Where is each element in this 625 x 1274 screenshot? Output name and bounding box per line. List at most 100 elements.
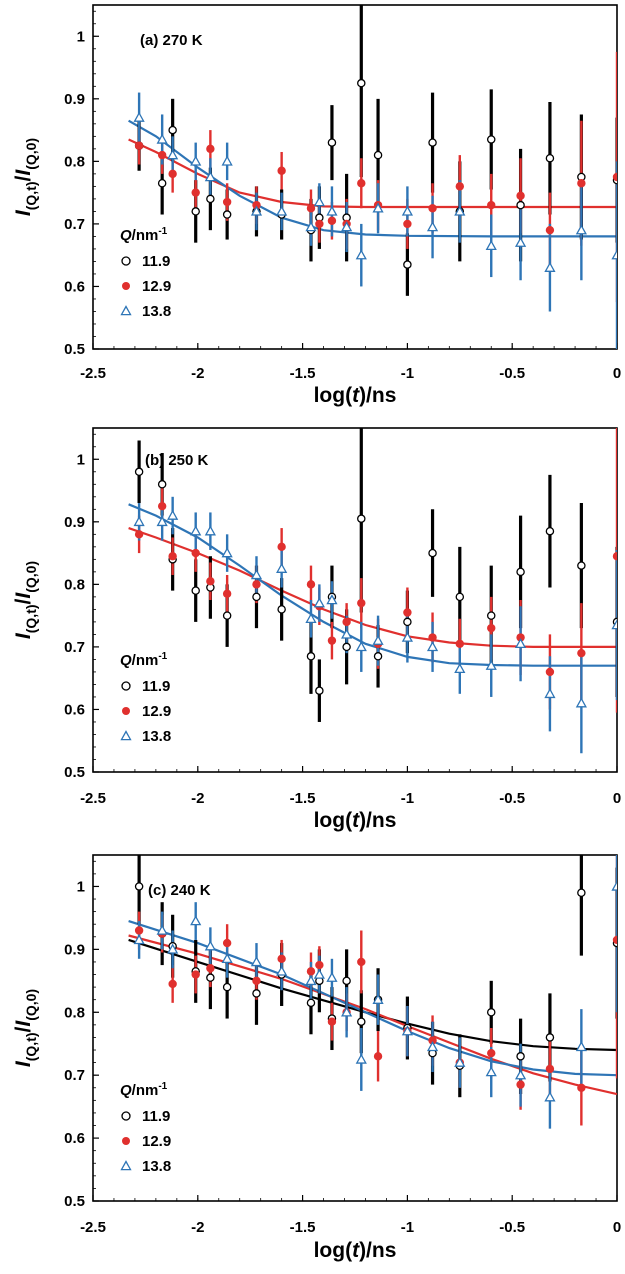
legend: Q/nm-1 11.9 12.9 13.8 <box>120 1081 171 1175</box>
data-point-13.8 <box>426 641 439 652</box>
data-point-12.9 <box>315 960 324 970</box>
data-point-11.9 <box>206 194 215 204</box>
legend-marker <box>120 1160 132 1171</box>
y-axis-label: I(Q,t)/I(Q,0) <box>12 138 39 216</box>
data-point-12.9 <box>206 964 215 973</box>
data-point-13.8 <box>190 915 202 926</box>
data-point-11.9 <box>516 1052 525 1061</box>
data-point-12.9 <box>134 530 144 539</box>
data-point-12.9 <box>222 197 232 207</box>
data-point-13.8 <box>250 205 263 216</box>
data-point-13.8 <box>575 224 587 235</box>
data-point-12.9 <box>252 580 261 589</box>
data-point-11.9 <box>403 617 412 627</box>
data-point-12.9 <box>455 639 464 648</box>
data-point-13.8 <box>305 221 317 232</box>
data-point-13.8 <box>544 1091 556 1102</box>
x-axis-label: log(t)/ns <box>314 1239 397 1262</box>
x-tick-label: -1 <box>401 790 414 807</box>
fit-curve-13.8 <box>128 119 617 238</box>
data-point-13.8 <box>133 111 145 122</box>
data-point-12.9 <box>516 1080 525 1089</box>
plot-frame <box>92 427 618 773</box>
legend-marker <box>121 681 131 691</box>
data-point-12.9 <box>306 204 316 213</box>
data-point-11.9 <box>455 592 465 602</box>
data-point-13.8 <box>221 547 233 558</box>
data-point-13.8 <box>313 968 325 979</box>
x-tick-label: 0 <box>613 1219 621 1236</box>
data-point-13.8 <box>401 631 414 642</box>
fit-curve-12.9 <box>128 138 617 209</box>
data-point-12.9 <box>277 542 286 552</box>
data-point-12.9 <box>277 954 286 963</box>
data-point-12.9 <box>222 938 232 948</box>
data-point-12.9 <box>577 179 586 188</box>
legend-label: 13.8 <box>142 1158 171 1175</box>
data-point-12.9 <box>487 1048 496 1058</box>
legend-title: Q/nm-1 <box>120 651 168 669</box>
data-point-13.8 <box>276 965 288 976</box>
data-point-13.8 <box>514 236 527 247</box>
data-point-12.9 <box>487 623 496 633</box>
fit-curve-13.8 <box>128 503 617 667</box>
x-tick-label: -2 <box>191 790 204 807</box>
y-tick-label: 0.5 <box>64 1193 85 1210</box>
y-tick-label: 0.5 <box>64 341 85 358</box>
data-point-11.9 <box>327 138 337 147</box>
data-point-11.9 <box>545 153 555 163</box>
x-tick-label: -2 <box>191 365 204 382</box>
data-point-11.9 <box>545 526 555 536</box>
x-tick-label: -2 <box>191 1219 204 1236</box>
data-point-11.9 <box>516 200 525 210</box>
y-axis-label: I(Q,t)/I(Q,0) <box>12 561 39 639</box>
data-point-13.8 <box>167 509 179 520</box>
data-point-11.9 <box>222 611 232 620</box>
data-point-12.9 <box>277 166 286 175</box>
data-point-11.9 <box>428 548 437 558</box>
data-point-13.8 <box>454 1056 466 1067</box>
data-point-11.9 <box>373 150 383 160</box>
data-point-13.8 <box>156 133 168 144</box>
data-point-11.9 <box>428 138 437 147</box>
data-point-11.9 <box>191 207 200 216</box>
data-point-13.8 <box>401 205 414 216</box>
y-tick-label: 0.8 <box>64 1004 85 1021</box>
y-tick-label: 0.6 <box>64 701 85 718</box>
data-point-12.9 <box>168 169 177 179</box>
data-point-13.8 <box>221 155 233 166</box>
data-point-11.9 <box>134 882 144 891</box>
y-tick-label: 1 <box>77 451 85 468</box>
data-point-11.9 <box>168 125 177 135</box>
y-tick-label: 0.9 <box>64 514 85 531</box>
data-point-13.8 <box>190 155 202 166</box>
data-point-11.9 <box>373 652 383 661</box>
fit-curve-11.9 <box>128 938 617 1052</box>
data-point-13.8 <box>611 619 617 630</box>
data-point-12.9 <box>191 548 200 558</box>
legend: Q/nm-1 11.9 12.9 13.8 <box>120 226 171 320</box>
plot-area <box>128 5 617 349</box>
data-point-11.9 <box>486 135 496 144</box>
data-point-11.9 <box>191 586 200 595</box>
data-point-12.9 <box>206 577 215 586</box>
data-point-11.9 <box>516 567 525 577</box>
data-point-13.8 <box>544 687 556 699</box>
data-point-13.8 <box>575 1041 587 1052</box>
data-point-13.8 <box>341 221 353 232</box>
data-point-12.9 <box>306 580 316 589</box>
data-point-11.9 <box>306 652 316 661</box>
data-point-13.8 <box>167 943 179 954</box>
data-point-13.8 <box>133 934 145 945</box>
legend-label: 13.8 <box>142 303 171 320</box>
data-point-13.8 <box>341 628 353 639</box>
x-axis-label: log(t)/ns <box>314 809 397 832</box>
data-point-13.8 <box>355 641 367 652</box>
data-point-12.9 <box>545 667 555 677</box>
legend-label: 13.8 <box>142 728 171 745</box>
data-point-12.9 <box>134 926 144 935</box>
data-point-13.8 <box>485 1066 497 1077</box>
x-tick-label: -0.5 <box>499 365 525 382</box>
data-point-12.9 <box>357 179 366 188</box>
data-point-13.8 <box>221 952 233 964</box>
